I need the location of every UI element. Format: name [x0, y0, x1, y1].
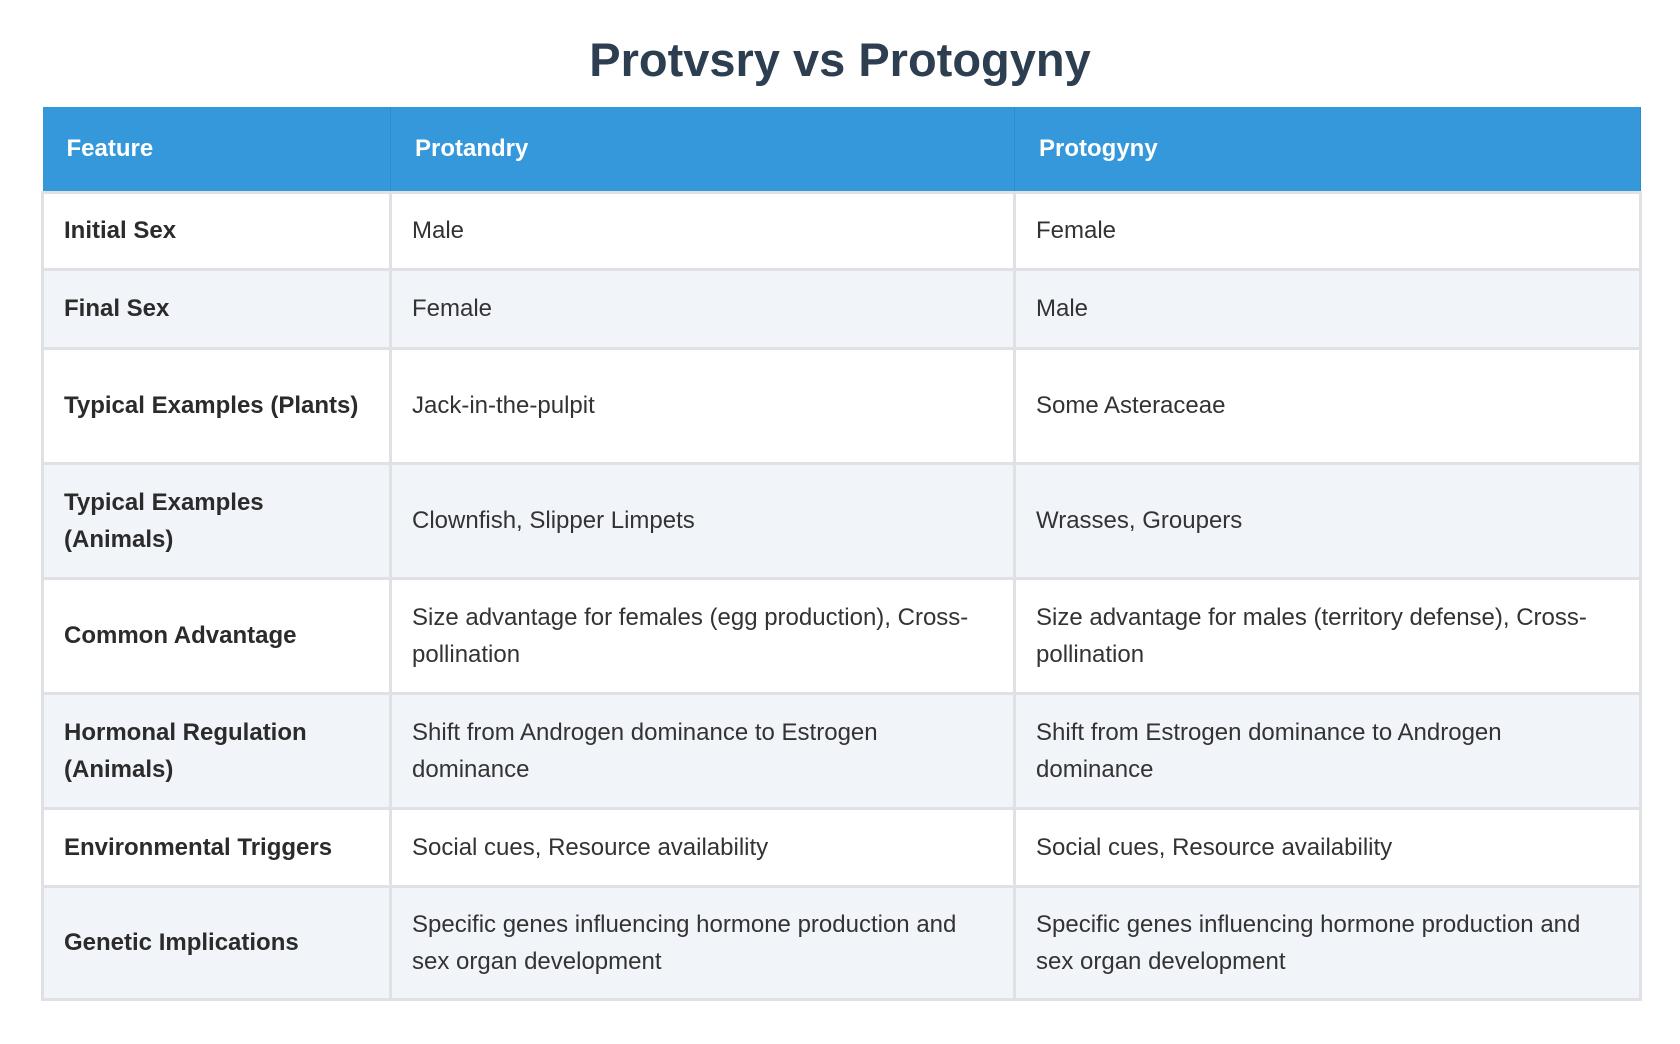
table-row: Typical Examples (Plants) Jack-in-the-pul…: [41, 346, 1642, 465]
value-cell: Size advantage for females (egg producti…: [389, 576, 1016, 695]
value-cell: Shift from Estrogen dominance to Androge…: [1013, 691, 1642, 810]
table-row: Genetic Implications Specific genes influ…: [41, 884, 1642, 1001]
value-cell: Wrasses, Groupers: [1013, 461, 1642, 580]
value-cell: Specific genes influencing hormone produ…: [389, 884, 1016, 1001]
feature-cell: Typical Examples (Animals): [41, 461, 392, 580]
value-cell: Female: [1013, 190, 1642, 271]
value-cell: Specific genes influencing hormone produ…: [1013, 884, 1642, 1001]
header-row: Feature Protandry Protogyny: [42, 107, 1641, 192]
feature-cell: Typical Examples (Plants): [41, 346, 392, 465]
feature-cell: Common Advantage: [41, 576, 392, 695]
table-row: Final Sex Female Male: [41, 267, 1642, 350]
value-cell: Social cues, Resource availability: [389, 806, 1016, 888]
header-cell: Feature: [42, 107, 391, 192]
table-row: Environmental Triggers Social cues, Resou…: [41, 806, 1642, 888]
value-cell: Shift from Androgen dominance to Estroge…: [389, 691, 1016, 810]
value-cell: Size advantage for males (territory defe…: [1013, 576, 1642, 695]
feature-cell: Genetic Implications: [41, 884, 392, 1001]
table-row: Typical Examples (Animals) Clownfish, Sli…: [41, 461, 1642, 580]
value-cell: Jack-in-the-pulpit: [389, 346, 1016, 465]
page-title: Protvsry vs Protogyny: [589, 33, 1091, 86]
value-cell: Social cues, Resource availability: [1013, 806, 1642, 888]
table-row: Common Advantage Size advantage for femal…: [41, 576, 1642, 695]
table-row: Hormonal Regulation (Animals) Shift from …: [41, 691, 1642, 810]
feature-cell: Final Sex: [41, 267, 392, 350]
header-cell: Protogyny: [1014, 107, 1641, 192]
header-cell: Protandry: [390, 107, 1015, 192]
value-cell: Male: [389, 190, 1016, 271]
feature-cell: Environmental Triggers: [41, 806, 392, 888]
value-cell: Male: [1013, 267, 1642, 350]
value-cell: Clownfish, Slipper Limpets: [389, 461, 1016, 580]
value-cell: Some Asteraceae: [1013, 346, 1642, 465]
feature-cell: Initial Sex: [41, 190, 392, 271]
comparison-table: Feature Protandry Protogyny Initial Sex Mal…: [41, 107, 1642, 1001]
value-cell: Female: [389, 267, 1016, 350]
feature-cell: Hormonal Regulation (Animals): [41, 691, 392, 810]
table-row: Initial Sex Male Female: [41, 190, 1642, 271]
table-body: Initial Sex Male Female Final Sex Female Male…: [41, 190, 1642, 1001]
